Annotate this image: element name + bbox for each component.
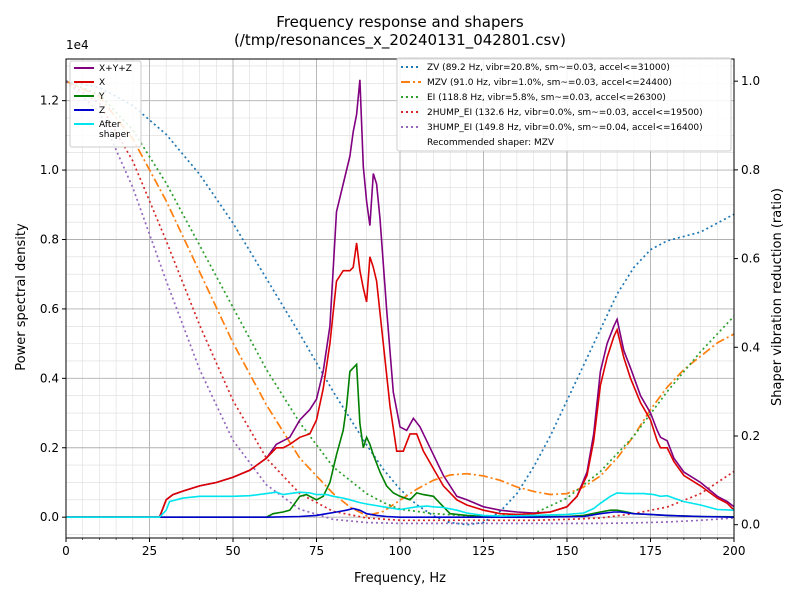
psd-line-z (66, 507, 735, 518)
chart-title-line2: (/tmp/resonances_x_20240131_042801.csv) (234, 31, 566, 50)
x-tick-label: 150 (556, 544, 579, 558)
y2-tick-label: 0.0 (741, 518, 760, 532)
y-tick-label: 0.4 (40, 371, 59, 385)
legend-psd-label: After (99, 120, 121, 130)
legend-shaper-label: 3HUMP_EI (149.8 Hz, vibr=0.0%, sm~=0.04,… (427, 123, 703, 133)
x-tick-label: 175 (639, 544, 662, 558)
legend-shapers-box (396, 57, 732, 152)
legend-shapers: ZV (89.2 Hz, vibr=20.8%, sm~=0.03, accel… (396, 57, 732, 152)
y-tick-label: 0.6 (40, 302, 59, 316)
legend-shaper-label: EI (118.8 Hz, vibr=5.8%, sm~=0.03, accel… (427, 93, 666, 103)
x-tick-label: 25 (142, 544, 157, 558)
y-tick-label: 0.8 (40, 232, 59, 246)
axes: 0 25 50 75 100 125 150 175 200 0.0 0.2 0.4 0.6 0.8 1.0… (40, 58, 760, 558)
psd-line-after-shaper (66, 491, 735, 518)
x-tick-label: 200 (723, 544, 746, 558)
x-axis-label: Frequency, Hz (354, 571, 446, 586)
y2-axis-label: Shaper vibration reduction (ratio) (770, 188, 785, 406)
psd-line-x (66, 242, 735, 518)
y-tick-label: 1.2 (40, 94, 59, 108)
shaper-line-mzv (65, 80, 735, 517)
series-lines (65, 79, 735, 526)
legend-psd-label: Y (98, 92, 105, 102)
legend-psd-label: X (99, 78, 105, 88)
shaper-line-3hump-ei (65, 80, 735, 525)
y2-tick-label: 0.4 (741, 340, 760, 354)
y-offset-text: 1e4 (66, 38, 89, 52)
y-tick-label: 0.2 (40, 441, 59, 455)
y-axis-label: Power spectral density (14, 223, 29, 371)
x-tick-label: 50 (225, 544, 240, 558)
shaper-line-zv (65, 80, 735, 526)
legend-psd-label: shaper (99, 130, 130, 140)
psd-line-y (66, 362, 735, 518)
legend-shaper-label: MZV (91.0 Hz, vibr=1.0%, sm~=0.03, accel… (427, 78, 672, 88)
chart-title-line1: Frequency response and shapers (276, 13, 524, 31)
legend-recommendation: Recommended shaper: MZV (427, 138, 555, 148)
y2-tick-label: 0.2 (741, 429, 760, 443)
y2-tick-label: 0.8 (741, 163, 760, 177)
x-tick-label: 125 (472, 544, 495, 558)
y2-tick-label: 0.6 (741, 252, 760, 266)
legend-shaper-label: ZV (89.2 Hz, vibr=20.8%, sm~=0.03, accel… (427, 63, 670, 73)
y-tick-label: 1.0 (40, 163, 59, 177)
legend-psd-label: Z (99, 106, 105, 116)
legend-shaper-label: 2HUMP_EI (132.6 Hz, vibr=0.0%, sm~=0.03,… (427, 108, 703, 118)
x-tick-label: 75 (309, 544, 324, 558)
x-tick-label: 0 (62, 544, 70, 558)
x-tick-label: 100 (389, 544, 412, 558)
legend-psd-label: X+Y+Z (99, 64, 132, 74)
y-tick-label: 0.0 (40, 510, 59, 524)
y2-tick-label: 1.0 (741, 74, 760, 88)
